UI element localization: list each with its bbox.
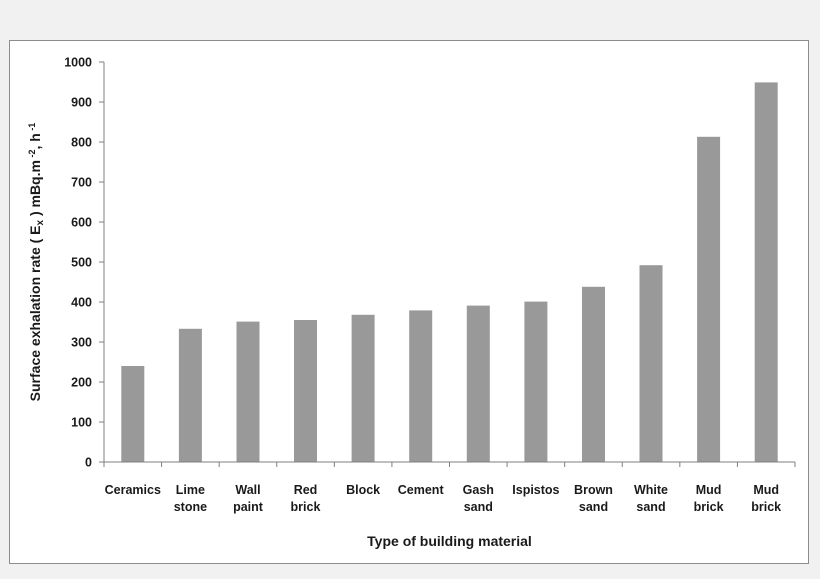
bar <box>121 366 145 462</box>
x-tick-label-line: Ceramics <box>105 483 161 497</box>
x-tick-label-line: White <box>634 483 668 497</box>
x-tick-label: Block <box>346 483 380 497</box>
y-tick-label: 900 <box>71 96 92 110</box>
x-tick-label-line: Mud <box>696 483 722 497</box>
y-axis-title-unit: ) mBq.m <box>27 160 43 220</box>
y-tick-label: 1000 <box>64 56 92 70</box>
x-axis-title: Type of building material <box>367 533 532 549</box>
x-tick-label: Wall paint <box>233 483 264 514</box>
x-tick-label: Brown sand <box>574 483 613 514</box>
y-axis-title-main: Surface exhalation rate ( E <box>27 225 43 401</box>
bar <box>466 305 490 462</box>
x-tick-label-line: Lime <box>176 483 205 497</box>
x-tick-label-line: Block <box>346 483 380 497</box>
bar <box>351 314 375 462</box>
y-axis-title-unit-2: , h <box>27 133 43 149</box>
bar <box>697 136 721 463</box>
x-tick-label-line: sand <box>579 500 608 514</box>
x-tick-label-line: paint <box>233 500 264 514</box>
x-tick-label-line: brick <box>291 500 321 514</box>
x-tick-label: White sand <box>634 483 668 514</box>
x-tick-label: Ceramics <box>105 483 161 497</box>
y-tick-label: 400 <box>71 296 92 310</box>
chart-panel <box>9 40 809 564</box>
x-axis-ticks: Ceramics Lime stone Wall paint Red brick Block C… <box>103 462 796 514</box>
y-tick-label: 700 <box>71 176 92 190</box>
y-tick-label: 300 <box>71 336 92 350</box>
axes <box>103 62 795 463</box>
y-tick-label: 200 <box>71 376 92 390</box>
x-tick-label: Mud brick <box>694 483 724 514</box>
bar <box>178 328 202 462</box>
x-tick-label-line: Mud <box>753 483 779 497</box>
bar <box>524 301 548 462</box>
y-axis-title: Surface exhalation rate ( Ex ) mBq.m -2,… <box>27 123 46 402</box>
x-tick-label-line: brick <box>694 500 724 514</box>
x-tick-label-line: brick <box>751 500 781 514</box>
bar <box>582 286 605 462</box>
x-tick-label: Mud brick <box>751 483 781 514</box>
x-tick-label: Gash sand <box>463 483 494 514</box>
bar <box>639 265 663 462</box>
x-tick-label-line: Ispistos <box>512 483 559 497</box>
x-tick-label-line: sand <box>464 500 493 514</box>
bar <box>409 310 433 462</box>
x-tick-label-line: Gash <box>463 483 494 497</box>
x-tick-label: Red brick <box>291 483 321 514</box>
x-tick-label-line: Brown <box>574 483 613 497</box>
y-axis-title-subscript: x <box>35 219 46 225</box>
x-tick-label-line: sand <box>636 500 665 514</box>
y-tick-label: 800 <box>71 136 92 150</box>
x-tick-label: Lime stone <box>174 483 207 514</box>
x-tick-label: Ispistos <box>512 483 559 497</box>
y-tick-label: 500 <box>71 256 92 270</box>
y-axis-title-superscript-1: -2 <box>27 150 37 161</box>
bar <box>754 82 778 463</box>
y-axis-ticks: 0 100 200 300 400 500 600 700 800 900 1000 <box>64 56 104 470</box>
x-tick-label-line: stone <box>174 500 207 514</box>
y-tick-label: 100 <box>71 416 92 430</box>
x-tick-label-line: Wall <box>235 483 260 497</box>
y-axis-title-superscript-2: -1 <box>27 123 37 134</box>
y-tick-label: 0 <box>85 456 92 470</box>
y-tick-label: 600 <box>71 216 92 230</box>
x-tick-label-line: Cement <box>398 483 445 497</box>
x-tick-label: Cement <box>398 483 445 497</box>
bar <box>294 320 317 462</box>
bar <box>236 321 260 462</box>
x-tick-label-line: Red <box>294 483 318 497</box>
bars <box>121 82 778 463</box>
